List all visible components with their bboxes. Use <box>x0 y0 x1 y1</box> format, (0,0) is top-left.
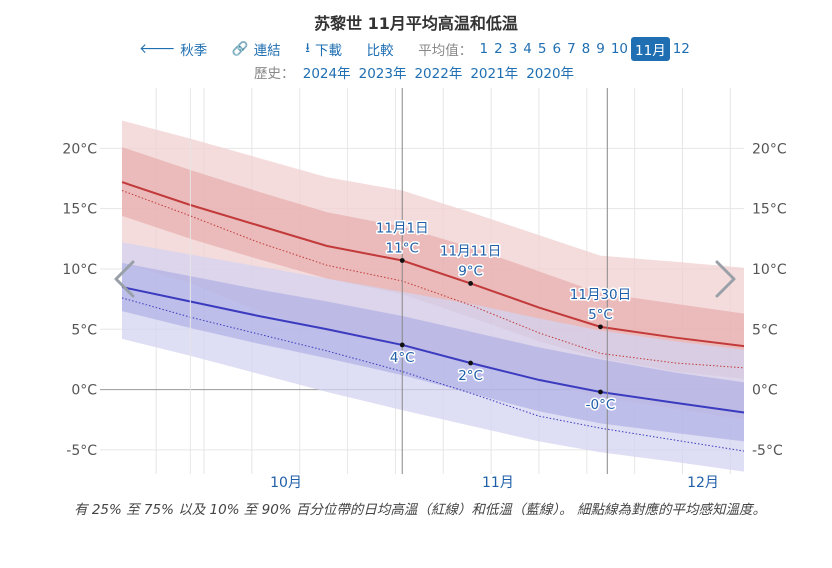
link-label: 連結 <box>253 43 281 59</box>
annotation-point <box>598 389 603 395</box>
x-tick-label: 12月 <box>687 475 719 491</box>
average-label: 平均值： <box>418 43 473 59</box>
y-tick-label-right: 10°C <box>752 262 787 278</box>
month-link-4[interactable]: 4 <box>523 41 532 57</box>
prev-season-label: 秋季 <box>180 43 208 59</box>
month-link-6[interactable]: 6 <box>552 41 562 57</box>
annotation-label: 11月11日 <box>440 243 501 259</box>
download-label: 下載 <box>315 43 343 59</box>
download-icon: ⭳ <box>305 39 311 56</box>
month-link-7[interactable]: 7 <box>567 41 576 57</box>
y-tick-label-right: 5°C <box>752 322 778 338</box>
month-link-1[interactable]: 1 <box>479 41 489 57</box>
chart-caption: 有 25% 至 75% 以及 10% 至 90% 百分位帶的日均高溫（紅線）和低… <box>74 502 766 518</box>
month-link-5[interactable]: 5 <box>537 41 547 57</box>
high-feels-like-line <box>121 190 745 369</box>
download-button[interactable]: ⭳ 下載 <box>305 38 342 61</box>
annotation-label: 2°C <box>458 368 483 384</box>
annotation-label: 11°C <box>386 240 419 256</box>
toolbar: 🡐 秋季 🔗 連結 ⭳ 下載 比較 平均值： 1 2 3 4 5 6 7 8 9 10 11月 12 <box>0 37 832 61</box>
history-label: 歷史： <box>253 66 295 82</box>
annotation-label: 5°C <box>588 307 613 323</box>
month-link-9[interactable]: 9 <box>596 41 605 57</box>
month-link-2[interactable]: 2 <box>494 41 503 57</box>
y-tick-label-left: 10°C <box>62 262 97 278</box>
chart-title: 苏黎世 11月平均高温和低温 <box>314 14 518 33</box>
annotation-point <box>468 281 473 286</box>
annotation-label: 11月1日 <box>376 220 429 236</box>
chevron-left-icon[interactable] <box>114 260 135 298</box>
y-tick-label-left: 5°C <box>71 322 97 338</box>
month-selector: 1 2 3 4 5 6 7 8 9 10 11月 12 <box>477 37 693 61</box>
link-button[interactable]: 🔗 連結 <box>232 39 281 59</box>
history-year-link[interactable]: 2024年 <box>302 66 351 82</box>
history-bar: 歷史： 2024年 2023年 2022年 2021年 2020年 <box>0 62 832 82</box>
history-year-link[interactable]: 2021年 <box>470 66 519 82</box>
annotation-point <box>468 360 473 366</box>
y-tick-label-left: 15°C <box>62 202 97 218</box>
history-year-link[interactable]: 2023年 <box>358 66 407 82</box>
month-link-12[interactable]: 12 <box>672 41 690 57</box>
y-tick-label-left: 20°C <box>62 141 97 157</box>
y-tick-label-right: 0°C <box>752 383 778 399</box>
x-tick-label: 10月 <box>270 475 302 491</box>
y-tick-label-left: -5°C <box>66 443 97 459</box>
annotation-point <box>598 324 603 330</box>
high-band-25-75 <box>122 147 744 379</box>
annotation-point <box>399 342 405 348</box>
month-link-11[interactable]: 11月 <box>631 37 670 61</box>
annotation-label: -0°C <box>586 397 616 413</box>
low-mean-line <box>121 286 745 414</box>
high-mean-line <box>121 181 745 348</box>
month-link-10[interactable]: 10 <box>610 41 629 57</box>
y-tick-label-right: 15°C <box>752 202 787 218</box>
temperature-chart: -5°C -5°C 0°C 0°C 5°C 5°C 10°C 10°C 15°C 15°C 20°C… <box>62 88 787 491</box>
annotation-label: 11月30日 <box>570 287 631 303</box>
prev-season-button[interactable]: 🡐 秋季 <box>139 39 207 59</box>
month-link-8[interactable]: 8 <box>581 41 591 57</box>
year-list: 2024年 2023年 2022年 2021年 2020年 <box>299 66 578 82</box>
month-link-3[interactable]: 3 <box>508 41 518 57</box>
history-year-link[interactable]: 2022年 <box>414 66 463 82</box>
annotation-label: 4°C <box>390 350 415 366</box>
arrow-left-icon: 🡐 <box>139 41 176 57</box>
y-tick-label-right: 20°C <box>752 141 787 157</box>
annotation-point <box>399 258 405 263</box>
low-feels-like-line <box>121 297 745 452</box>
link-icon: 🔗 <box>231 41 249 57</box>
compare-button[interactable]: 比較 <box>366 43 394 59</box>
y-tick-label-right: -5°C <box>752 443 783 459</box>
y-tick-label-left: 0°C <box>71 383 97 399</box>
chevron-right-icon[interactable] <box>715 260 736 298</box>
x-tick-label: 11月 <box>482 475 514 491</box>
annotation-label: 9°C <box>458 263 483 279</box>
history-year-link[interactable]: 2020年 <box>526 66 575 82</box>
